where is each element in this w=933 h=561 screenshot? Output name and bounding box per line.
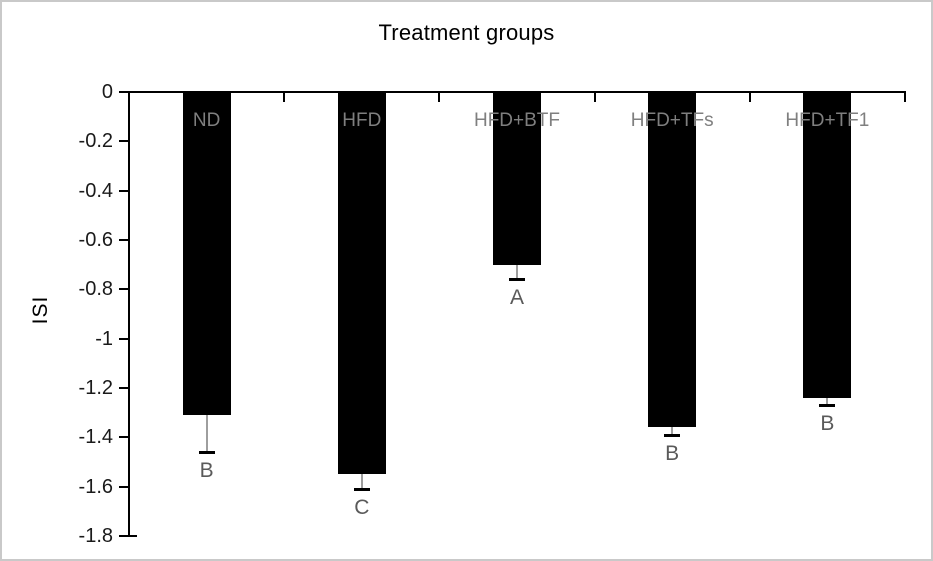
y-tick [119,485,128,488]
error-bar-cap [198,451,215,455]
y-axis-end-tick [128,535,137,537]
x-tick [438,93,441,102]
y-tick-label: 0 [101,81,113,103]
y-tick [119,140,128,143]
category-label: HFD [342,110,382,131]
error-bar [360,474,363,491]
bar [182,92,231,416]
error-bar-cap [819,404,836,408]
error-bar [205,415,208,454]
chart-title: Treatment groups [378,20,555,45]
y-tick-label: -1.2 [78,377,113,399]
bar [493,92,541,265]
category-label: HFD+TF1 [785,110,870,131]
sig-letter: A [509,286,524,310]
error-bar-cap [664,433,681,437]
y-tick-label: -0.6 [78,229,113,251]
x-tick [283,93,286,102]
category-label: ND [192,110,221,131]
y-tick [119,387,128,389]
x-tick [748,93,751,102]
error-bar [671,427,674,436]
y-tick-label: -0.2 [78,130,113,153]
bar [337,92,386,475]
y-tick [119,436,128,439]
x-tick [593,93,596,102]
sig-letter: B [199,459,214,483]
bar [648,92,697,428]
y-tick [119,288,128,291]
category-label: HFD+BTF [473,110,560,131]
y-tick-label: -1.8 [78,525,113,547]
x-tick [904,93,906,102]
error-bar-cap [353,488,370,492]
sig-letter: B [665,441,680,465]
y-tick-label: -1.6 [78,475,113,498]
sig-letter: C [354,496,370,520]
category-label: HFD+TFs [630,110,714,131]
y-tick-label: -0.8 [78,278,113,301]
error-bar-cap [509,278,525,282]
y-tick-label: -1 [95,327,113,350]
y-axis-line [128,91,130,537]
y-tick [119,337,128,340]
y-tick-label: -0.4 [78,179,113,202]
y-tick [119,189,128,192]
y-tick [119,91,128,93]
sig-letter: B [820,412,835,436]
y-tick-label: -1.4 [78,426,113,449]
y-tick [119,535,128,537]
y-tick [119,239,128,241]
error-bar [516,264,518,281]
bar [803,92,852,398]
error-bar [826,397,829,407]
